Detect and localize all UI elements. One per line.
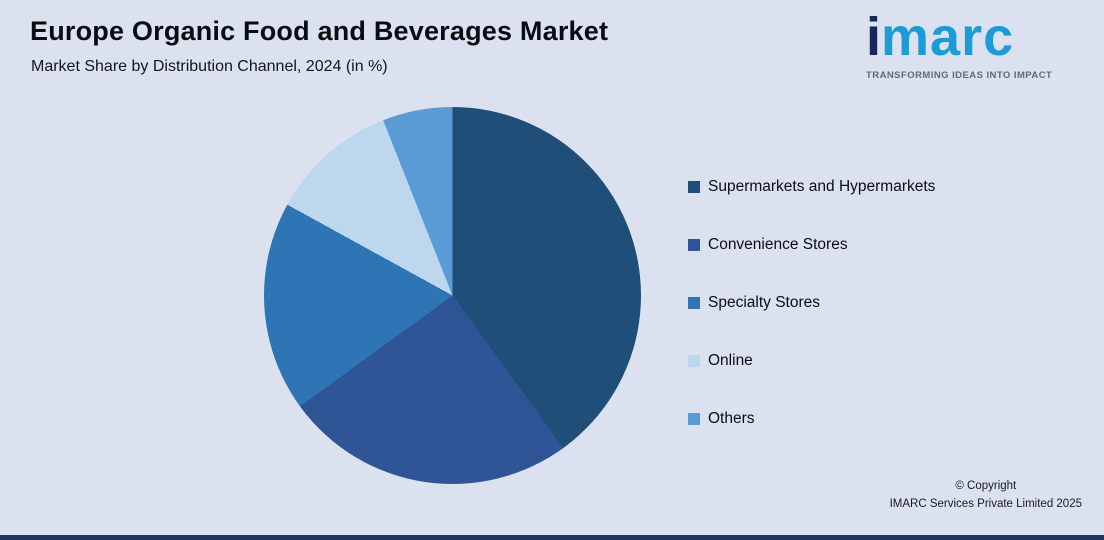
legend-swatch bbox=[688, 181, 700, 193]
imarc-tagline: TRANSFORMING IDEAS INTO IMPACT bbox=[866, 70, 1053, 81]
legend-item: Supermarkets and Hypermarkets bbox=[688, 176, 935, 198]
legend-item: Specialty Stores bbox=[688, 292, 935, 314]
legend-label: Supermarkets and Hypermarkets bbox=[708, 178, 936, 195]
bottom-accent-bar bbox=[0, 535, 1104, 540]
legend-label: Online bbox=[708, 352, 753, 369]
imarc-wordmark: i marc bbox=[866, 10, 1088, 64]
pie-chart bbox=[264, 107, 641, 484]
page-subtitle: Market Share by Distribution Channel, 20… bbox=[31, 58, 388, 75]
legend-item: Convenience Stores bbox=[688, 234, 935, 256]
copyright-line-1: © Copyright bbox=[955, 480, 1017, 493]
legend-item: Others bbox=[688, 408, 935, 430]
copyright-line-2: IMARC Services Private Limited 2025 bbox=[889, 498, 1082, 511]
legend-swatch bbox=[688, 239, 700, 251]
legend-item: Online bbox=[688, 350, 935, 372]
copyright-notice: © Copyright IMARC Services Private Limit… bbox=[890, 478, 1082, 514]
legend-swatch bbox=[688, 413, 700, 425]
legend-label: Others bbox=[708, 410, 755, 427]
chart-legend: Supermarkets and Hypermarkets Convenience… bbox=[688, 176, 935, 430]
legend-label: Convenience Stores bbox=[708, 236, 848, 253]
legend-swatch bbox=[688, 355, 700, 367]
imarc-wordmark-i: i bbox=[866, 7, 882, 67]
legend-swatch bbox=[688, 297, 700, 309]
imarc-logo: i marc TRANSFORMING IDEAS INTO IMPACT bbox=[866, 10, 1088, 81]
page-title: Europe Organic Food and Beverages Market bbox=[30, 16, 609, 46]
imarc-wordmark-marc: marc bbox=[881, 7, 1015, 67]
legend-label: Specialty Stores bbox=[708, 294, 820, 311]
